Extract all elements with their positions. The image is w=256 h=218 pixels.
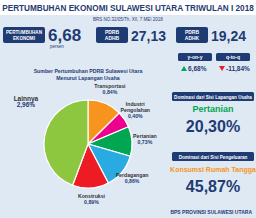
svg-text:Pertanian0,73%: Pertanian0,73% — [133, 133, 157, 145]
svg-text:6,68: 6,68 — [48, 26, 81, 45]
svg-text:6,68%: 6,68% — [188, 65, 207, 73]
svg-text:PDRB: PDRB — [184, 29, 200, 35]
svg-text:BPS PROVINSI SULAWESI UTARA: BPS PROVINSI SULAWESI UTARA — [170, 209, 252, 215]
svg-text:Dominasi dari Sisi Lapangan Us: Dominasi dari Sisi Lapangan Usaha — [174, 95, 252, 100]
svg-text:ADHK: ADHK — [185, 35, 200, 41]
svg-text:19,24: 19,24 — [211, 28, 246, 44]
svg-text:PERTUMBUHAN: PERTUMBUHAN — [6, 30, 43, 35]
svg-text:Pertanian: Pertanian — [192, 104, 233, 114]
svg-text:q-to-q: q-to-q — [226, 54, 240, 60]
svg-text:persen: persen — [50, 44, 64, 49]
svg-text:Perdagangan0,86%: Perdagangan0,86% — [116, 172, 149, 184]
svg-text:Lainnya2,96%: Lainnya2,96% — [14, 95, 39, 109]
svg-text:y-on-y: y-on-y — [188, 54, 203, 60]
svg-text:27,13: 27,13 — [131, 28, 166, 44]
svg-text:Sumber Pertumbuhan PDRB Sulawe: Sumber Pertumbuhan PDRB Sulawesi Utara — [34, 68, 143, 74]
svg-text:EKONOMI: EKONOMI — [13, 36, 35, 41]
svg-text:Transportasi0,84%: Transportasi0,84% — [94, 83, 126, 95]
svg-text:ADHB: ADHB — [105, 35, 120, 41]
svg-text:IndustriPengolahan0,40%: IndustriPengolahan0,40% — [121, 101, 150, 119]
svg-text:20,30%: 20,30% — [186, 118, 240, 135]
svg-text:PDRB: PDRB — [104, 29, 120, 35]
svg-text:Menurut Lapangan Usaha: Menurut Lapangan Usaha — [56, 75, 120, 81]
svg-text:Dominasi dari Sisi Pengeluaran: Dominasi dari Sisi Pengeluaran — [179, 155, 248, 160]
svg-text:BRS NO.32/05/Th. XII, 7 MEI 20: BRS NO.32/05/Th. XII, 7 MEI 2018 — [93, 17, 163, 22]
svg-text:Konsumsi Rumah Tangga: Konsumsi Rumah Tangga — [170, 166, 256, 174]
svg-text:45,87%: 45,87% — [186, 178, 240, 195]
svg-text:Konstruksi0,89%: Konstruksi0,89% — [78, 193, 106, 205]
svg-text:-11,84%: -11,84% — [226, 65, 250, 73]
svg-text:PERTUMBUHAN EKONOMI SULAWESI U: PERTUMBUHAN EKONOMI SULAWESI UTARA TRIWU… — [2, 4, 254, 13]
